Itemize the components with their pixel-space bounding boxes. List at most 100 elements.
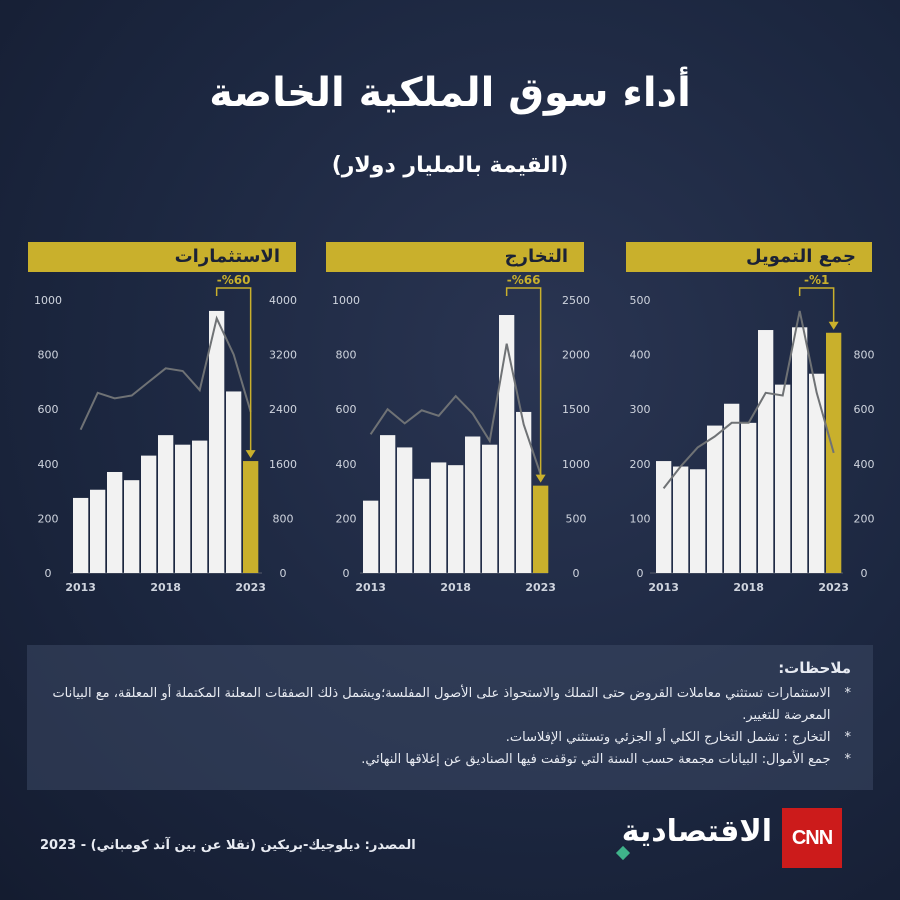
left-axis-tick-label: 200 <box>38 512 59 525</box>
note-bullet: * <box>844 730 852 745</box>
left-axis-tick-label: 400 <box>630 349 651 362</box>
bar <box>380 435 396 573</box>
bar <box>792 327 808 573</box>
x-axis-tick-label: 2018 <box>150 581 181 594</box>
left-axis-tick-label: 400 <box>38 458 59 471</box>
bar <box>465 436 481 573</box>
left-axis-tick-label: 0 <box>343 567 350 580</box>
bar <box>141 455 157 573</box>
right-axis-tick-label: 0 <box>573 567 580 580</box>
right-axis-tick-label: 400 <box>854 458 875 471</box>
bar <box>690 469 706 573</box>
bar <box>775 384 791 573</box>
x-axis-tick-label: 2023 <box>818 581 849 594</box>
page-title: أداء سوق الملكية الخاصة <box>209 70 691 116</box>
bar <box>724 403 740 573</box>
note-text: جمع الأموال: البيانات مجمعة حسب السنة ال… <box>361 752 831 767</box>
right-axis-tick-label: 0 <box>861 567 868 580</box>
left-axis-tick-label: 100 <box>630 512 651 525</box>
right-axis-tick-label: 200 <box>854 512 875 525</box>
x-axis-tick-label: 2023 <box>235 581 266 594</box>
notes-title: ملاحظات: <box>778 659 851 677</box>
series-line <box>369 343 542 476</box>
notes-box: ملاحظات: * الاستثمارات تستثني معاملات ال… <box>27 645 873 790</box>
right-axis-tick-label: 0 <box>280 567 287 580</box>
series-line <box>79 315 252 431</box>
panel-header-exits: التخارج <box>326 242 584 272</box>
bar <box>673 466 689 573</box>
note-item: * جمع الأموال: البيانات مجمعة حسب السنة … <box>47 749 851 771</box>
arrow-down-icon <box>828 321 839 330</box>
right-axis-tick-label: 2500 <box>562 294 590 307</box>
left-axis-tick-label: 0 <box>45 567 52 580</box>
left-axis-tick-label: 500 <box>630 294 651 307</box>
right-axis-tick-label: 800 <box>854 349 875 362</box>
x-axis-tick-label: 2018 <box>440 581 471 594</box>
right-axis-tick-label: 2400 <box>269 403 297 416</box>
change-bracket <box>215 287 252 456</box>
left-axis-tick-label: 300 <box>630 403 651 416</box>
right-axis-tick-label: 500 <box>566 512 587 525</box>
right-axis-tick-label: 4000 <box>269 294 297 307</box>
left-axis-tick-label: 600 <box>38 403 59 416</box>
bar <box>414 478 430 573</box>
bar <box>482 444 498 573</box>
bar <box>107 471 123 573</box>
right-axis-tick-label: 1000 <box>562 458 590 471</box>
x-axis-tick-label: 2013 <box>65 581 96 594</box>
note-text: التخارج : تشمل التخارج الكلي أو الجزئي و… <box>505 730 831 745</box>
left-axis-tick-label: 1000 <box>332 294 360 307</box>
note-item: * الاستثمارات تستثني معاملات القروض حتى … <box>47 683 851 727</box>
cnn-logo-mark: CNN <box>782 808 842 868</box>
bar <box>363 500 379 573</box>
right-axis-tick-label: 600 <box>854 403 875 416</box>
left-axis-tick-label: 600 <box>336 403 357 416</box>
bar <box>758 330 774 573</box>
change-bracket <box>505 287 542 480</box>
bar <box>809 373 825 573</box>
left-axis-tick-label: 800 <box>38 349 59 362</box>
right-axis-tick-label: 2000 <box>562 349 590 362</box>
arrow-down-icon <box>245 450 256 459</box>
x-axis-tick-label: 2018 <box>733 581 764 594</box>
note-bullet: * <box>844 686 852 701</box>
change-bracket <box>798 287 835 327</box>
arrow-down-icon <box>535 474 546 483</box>
logo-wordmark: الاقتصادية <box>621 814 772 849</box>
panel-header-fundraising: جمع التمويل <box>626 242 872 272</box>
bar <box>707 425 723 573</box>
bar <box>499 315 515 573</box>
right-axis-tick-label: 1500 <box>562 403 590 416</box>
exits-chart: 1000800600400200025002000150010005000201… <box>332 273 590 594</box>
right-axis-tick-label: 1600 <box>269 458 297 471</box>
bar <box>209 310 225 573</box>
right-axis-tick-label: 3200 <box>269 349 297 362</box>
source-note: المصدر: ديلوجيك-بريكين (نقلا عن بين آند … <box>40 838 416 853</box>
bar <box>124 480 140 573</box>
left-axis-tick-label: 200 <box>336 512 357 525</box>
note-bullet: * <box>844 752 852 767</box>
cnn-business-arabic-logo: CNN الاقتصادية <box>615 808 842 868</box>
bar <box>533 485 549 573</box>
page-subtitle: (القيمة بالمليار دولار) <box>331 153 569 178</box>
change-annotation: -%60 <box>217 273 251 287</box>
left-axis-tick-label: 1000 <box>34 294 62 307</box>
bar <box>73 497 89 573</box>
bar <box>397 447 413 573</box>
x-axis-tick-label: 2023 <box>525 581 556 594</box>
note-text: الاستثمارات تستثني معاملات القروض حتى ال… <box>52 686 831 723</box>
change-annotation: -%66 <box>507 273 541 287</box>
bar <box>192 440 208 573</box>
bar <box>226 391 242 573</box>
x-axis-tick-label: 2013 <box>355 581 386 594</box>
bar <box>516 411 532 573</box>
bar <box>158 435 174 573</box>
bar <box>741 422 757 573</box>
right-axis-tick-label: 800 <box>273 512 294 525</box>
bar <box>243 461 259 573</box>
series-line <box>662 310 835 490</box>
change-annotation: -%1 <box>804 273 829 287</box>
bar <box>431 462 447 573</box>
investments-chart: 1000 800 600 400 200 0 4000 3200 2400 1600 800 0 201… <box>34 273 297 594</box>
